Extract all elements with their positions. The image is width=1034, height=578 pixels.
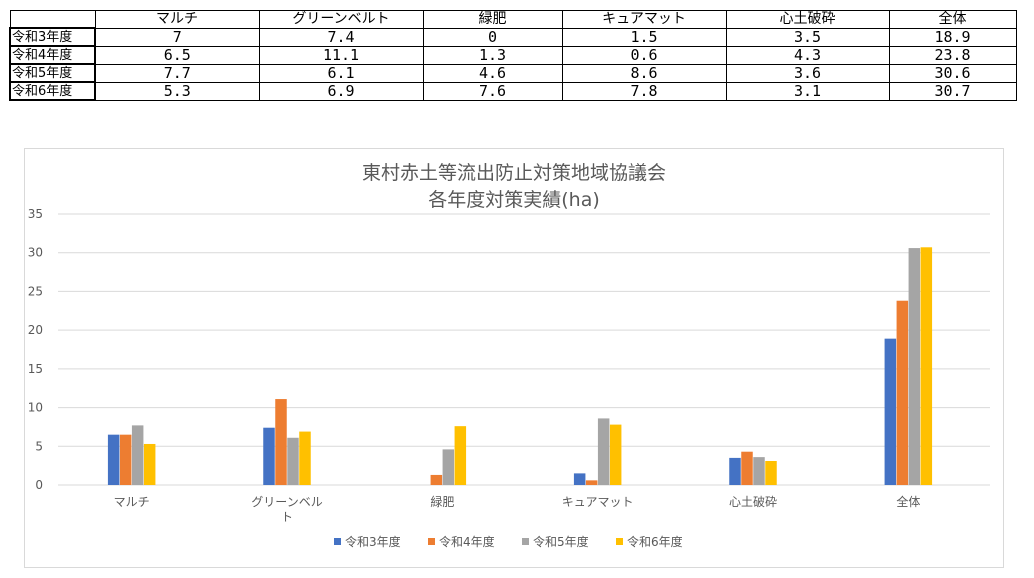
x-tick-label: キュアマット	[562, 495, 634, 509]
bar	[896, 300, 909, 485]
x-tick-label: 緑肥	[430, 494, 454, 509]
legend-label: 令和6年度	[627, 534, 683, 549]
legend-label: 令和3年度	[345, 534, 401, 549]
row-header: 令和4年度	[9, 45, 96, 65]
chart-title-line-1: 東村赤土等流出防止対策地域協議会	[362, 162, 666, 184]
bars	[107, 247, 933, 485]
row-header: 令和5年度	[9, 63, 96, 83]
bar	[908, 248, 921, 485]
table-cell: 11.1	[258, 45, 424, 65]
bar	[765, 460, 777, 485]
y-tick-label: 25	[28, 284, 43, 298]
table-cell: 5.3	[94, 81, 260, 101]
bar	[287, 437, 299, 485]
table-corner-cell	[9, 10, 96, 29]
bar	[741, 451, 753, 485]
column-header: グリーンベルト	[258, 10, 424, 29]
x-axis: マルチ グリーンベルト 緑肥 キュアマット 心土破砕 全体	[114, 494, 921, 524]
table-header-row: マルチ グリーンベルト 緑肥 キュアマット 心土破砕 全体	[9, 10, 1017, 29]
x-tick-label: 心土破砕	[729, 494, 777, 509]
legend-label: 令和5年度	[533, 534, 589, 549]
x-tick-label: グリーンベル	[251, 495, 322, 509]
bar	[275, 399, 287, 485]
table-cell: 18.9	[888, 27, 1017, 47]
table-cell: 4.3	[725, 45, 890, 65]
y-axis: 0 5 10 15 20 25 30 35	[28, 207, 43, 492]
bar	[107, 434, 120, 485]
row-header: 令和3年度	[9, 27, 96, 47]
legend: 令和3年度 令和4年度 令和5年度 令和6年度	[334, 534, 683, 549]
table-cell: 6.5	[94, 45, 260, 65]
bar	[585, 480, 598, 485]
column-header: キュアマット	[561, 10, 727, 29]
bar	[299, 431, 311, 485]
bar	[729, 457, 741, 485]
bar	[884, 338, 897, 485]
y-tick-label: 5	[35, 439, 43, 453]
column-header: 心土破砕	[725, 10, 890, 29]
bar	[454, 426, 467, 485]
chart-area: 東村赤土等流出防止対策地域協議会 各年度対策実績(ha) 0 5 10 15 20 25 3…	[24, 148, 1004, 568]
x-tick-label: 全体	[896, 494, 920, 509]
legend-label: 令和4年度	[439, 534, 495, 549]
table-row: 令和3年度 7 7.4 0 1.5 3.5 18.9	[9, 27, 1017, 47]
x-tick-label: ト	[281, 510, 293, 524]
bar	[119, 434, 132, 485]
bar	[131, 425, 144, 485]
table-cell: 7.4	[258, 27, 424, 47]
bar	[920, 247, 933, 485]
table-cell: 6.9	[258, 81, 424, 101]
table-cell: 6.1	[258, 63, 424, 83]
y-tick-label: 0	[35, 478, 43, 492]
table-cell: 0	[422, 27, 563, 47]
table-cell: 8.6	[561, 63, 727, 83]
y-tick-label: 15	[28, 362, 43, 376]
table-row: 令和5年度 7.7 6.1 4.6 8.6 3.6 30.6	[9, 63, 1017, 83]
bar	[263, 427, 275, 485]
gridlines	[58, 213, 990, 486]
legend-swatch	[334, 538, 341, 545]
table-cell: 3.6	[725, 63, 890, 83]
table-cell: 1.3	[422, 45, 563, 65]
table-cell: 7	[94, 27, 260, 47]
bar	[597, 418, 610, 485]
bar-chart: 東村赤土等流出防止対策地域協議会 各年度対策実績(ha) 0 5 10 15 20 25 3…	[28, 162, 990, 549]
legend-swatch	[522, 538, 529, 545]
bar	[143, 443, 156, 485]
y-tick-label: 35	[28, 207, 43, 221]
bar	[442, 449, 455, 485]
bar	[573, 473, 586, 485]
table-cell: 1.5	[561, 27, 727, 47]
y-tick-label: 20	[28, 323, 43, 337]
table-row: 令和4年度 6.5 11.1 1.3 0.6 4.3 23.8	[9, 45, 1017, 65]
bar	[609, 424, 622, 485]
chart-title-line-2: 各年度対策実績(ha)	[428, 189, 600, 211]
column-header: 緑肥	[422, 10, 563, 29]
column-header: 全体	[888, 10, 1017, 29]
table-cell: 3.5	[725, 27, 890, 47]
y-tick-label: 10	[28, 401, 43, 415]
x-tick-label: マルチ	[114, 495, 150, 509]
table-cell: 7.7	[94, 63, 260, 83]
y-tick-label: 30	[28, 246, 43, 260]
bar	[753, 457, 765, 485]
legend-swatch	[428, 538, 435, 545]
row-header: 令和6年度	[9, 81, 96, 101]
table-row: 令和6年度 5.3 6.9 7.6 7.8 3.1 30.7	[9, 81, 1017, 101]
data-table: マルチ グリーンベルト 緑肥 キュアマット 心土破砕 全体 令和3年度 7 7.…	[9, 10, 1017, 101]
table-cell: 23.8	[888, 45, 1017, 65]
table-cell: 4.6	[422, 63, 563, 83]
legend-swatch	[616, 538, 623, 545]
table-cell: 0.6	[561, 45, 727, 65]
column-header: マルチ	[94, 10, 260, 29]
table-cell: 3.1	[725, 81, 890, 101]
bar	[430, 474, 443, 485]
table-cell: 30.6	[888, 63, 1017, 83]
table-cell: 30.7	[888, 81, 1017, 101]
table-cell: 7.8	[561, 81, 727, 101]
table-cell: 7.6	[422, 81, 563, 101]
